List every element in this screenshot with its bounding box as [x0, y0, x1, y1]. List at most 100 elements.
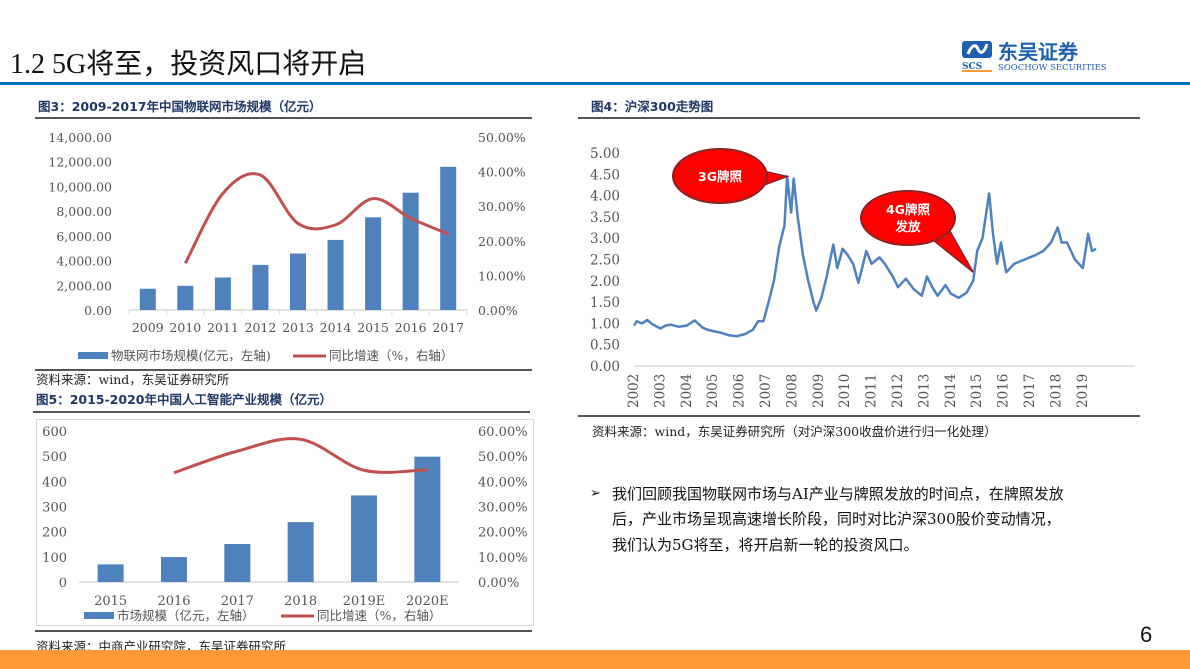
y-axis-tick-label: 600 — [42, 425, 67, 440]
chart4-title-rule — [578, 117, 1140, 119]
chart4-source: 资料来源：wind，东吴证券研究所（对沪深300收盘价进行归一化处理） — [592, 424, 997, 439]
x-axis-tick-label: 2009 — [811, 374, 827, 408]
x-axis-tick-label: 2018 — [284, 594, 317, 609]
csi300-index-line — [632, 175, 1097, 338]
legend-bar-label: 物联网市场规模(亿元，左轴) — [111, 348, 271, 363]
y-axis-tick-label: 3.00 — [590, 231, 620, 247]
y2-axis-tick-label: 50.00% — [478, 450, 528, 465]
header-rule — [0, 82, 1190, 85]
x-axis-tick-label: 2014 — [943, 374, 959, 408]
x-axis-tick-label: 2010 — [169, 320, 201, 335]
y-axis-tick-label: 0.50 — [590, 338, 620, 354]
x-axis-tick-label: 2011 — [207, 320, 239, 335]
chart3-source: 资料来源：wind，东吴证券研究所 — [36, 372, 230, 387]
chart5-title-rule — [33, 411, 530, 413]
y-axis-tick-label: 500 — [42, 450, 67, 465]
callout-joint — [738, 167, 752, 195]
x-axis-tick-label: 2007 — [758, 374, 774, 408]
y-axis-tick-label: 14,000.00 — [48, 130, 112, 145]
y-axis-tick-label: 4.00 — [590, 189, 620, 205]
y2-axis-tick-label: 0.00% — [478, 303, 518, 318]
bar — [365, 217, 382, 310]
x-axis-tick-label: 2019E — [343, 594, 386, 609]
chart5-title: 图5：2015-2020年中国人工智能产业规模（亿元） — [36, 392, 332, 407]
y2-axis-tick-label: 30.00% — [478, 199, 526, 214]
chart5-ai-industry: 0 100 200 300 400 500 600 0.00% 10.00% 20.00% 30.0… — [36, 419, 534, 626]
y-axis-tick-label: 5.00 — [590, 146, 620, 162]
legend-line-label: 同比增速（%，右轴） — [317, 608, 441, 623]
x-axis-tick-label: 2010 — [837, 374, 853, 408]
x-axis-tick-label: 2015 — [94, 594, 127, 609]
y-axis-tick-label: 2.00 — [590, 274, 620, 290]
bar — [214, 277, 231, 310]
chart4-bottom-rule — [578, 415, 1140, 417]
x-axis-tick-label: 2015 — [357, 320, 389, 335]
y-axis-tick-label: 300 — [42, 501, 67, 516]
y-axis-tick-label: 1.50 — [590, 295, 620, 311]
body-line: ➢ 我们回顾我国物联网市场与AI产业与牌照发放的时间点，在牌照发放 — [590, 482, 1150, 507]
page-number: 6 — [1140, 622, 1153, 647]
bar — [139, 288, 156, 310]
x-axis-tick-label: 2015 — [969, 374, 985, 408]
y2-axis-tick-label: 40.00% — [478, 165, 526, 180]
y2-axis-tick-label: 60.00% — [478, 425, 528, 440]
y2-axis-tick-label: 30.00% — [478, 501, 528, 516]
chart3-title-rule — [35, 117, 532, 119]
y2-axis-tick-label: 50.00% — [478, 130, 526, 145]
y2-axis-tick-label: 20.00% — [478, 234, 526, 249]
y2-axis-tick-label: 0.00% — [478, 576, 519, 591]
chart4-csi300: 0.00 0.50 1.00 1.50 2.00 2.50 3.00 3.50 4.00 4.50… — [590, 146, 1135, 408]
y-axis-tick-label: 10,000.00 — [48, 179, 112, 194]
bar — [327, 239, 344, 310]
x-axis-tick-label: 2004 — [679, 374, 695, 408]
bar — [351, 495, 377, 582]
bar — [290, 253, 306, 310]
y-axis-tick-label: 4.50 — [590, 167, 620, 183]
x-axis-tick-label: 2018 — [1048, 374, 1064, 408]
callout-3g-license-label: 3G牌照 — [698, 169, 742, 184]
y-axis-tick-label: 0.00 — [590, 359, 620, 375]
legend-bar-swatch — [78, 352, 108, 359]
callout-4g-license-label: 4G牌照发放 — [886, 202, 930, 234]
footer-bar — [0, 650, 1190, 669]
y-axis-tick-label: 3.50 — [590, 210, 620, 226]
bar — [97, 564, 124, 582]
body-line: 我们认为5G将至，将开启新一轮的投资风口。 — [590, 533, 1150, 558]
x-axis-tick-label: 2017 — [1022, 374, 1038, 408]
y2-axis-tick-label: 40.00% — [478, 475, 528, 490]
x-axis-tick-label: 2012 — [890, 374, 906, 408]
x-axis-tick-label: 2017 — [432, 320, 464, 335]
chart3-bottom-rule — [35, 369, 532, 371]
y-axis-tick-label: 0 — [59, 576, 67, 591]
x-axis-tick-label: 2009 — [132, 320, 164, 335]
body-line-text: 我们回顾我国物联网市场与AI产业与牌照发放的时间点，在牌照发放 — [612, 485, 1064, 503]
x-axis-tick-label: 2016 — [157, 594, 190, 609]
y-axis-tick-label: 2,000.00 — [56, 278, 112, 293]
y-axis-tick-label: 1.00 — [590, 316, 620, 332]
chart3-title: 图3：2009-2017年中国物联网市场规模（亿元） — [38, 99, 322, 114]
y-axis-tick-label: 12,000.00 — [48, 155, 112, 170]
y2-axis-tick-label: 10.00% — [478, 551, 528, 566]
y-axis-tick-label: 6,000.00 — [56, 229, 112, 244]
legend-bar-swatch — [84, 612, 114, 619]
growth-rate-line — [173, 437, 428, 475]
x-axis-tick-label: 2002 — [626, 374, 642, 408]
bar — [440, 166, 457, 310]
x-axis-tick-label: 2003 — [652, 374, 668, 408]
body-line-text: 后，产业市场呈现高速增长阶段，同时对比沪深300股价变动情况， — [612, 509, 1061, 528]
x-axis-tick-label: 2008 — [784, 374, 800, 408]
company-logo: SCS 东吴证券 SOOCHOW SECURITIES — [962, 40, 1107, 72]
arrow-bullet-icon: ➢ — [590, 486, 601, 501]
body-line: 后，产业市场呈现高速增长阶段，同时对比沪深300股价变动情况， — [590, 507, 1150, 532]
svg-text:SCS: SCS — [962, 62, 982, 72]
x-axis-tick-label: 2013 — [282, 320, 314, 335]
legend-bar-label: 市场规模（亿元，左轴） — [117, 608, 255, 623]
svg-text:东吴证券: 东吴证券 — [998, 40, 1079, 64]
callout-joint — [926, 209, 940, 237]
chart5-bottom-rule — [35, 630, 532, 632]
y-axis-tick-label: 100 — [42, 551, 67, 566]
bar — [161, 557, 187, 582]
body-line-text: 我们认为5G将至，将开启新一轮的投资风口。 — [612, 536, 919, 554]
body-text: ➢ 我们回顾我国物联网市场与AI产业与牌照发放的时间点，在牌照发放 后，产业市场呈… — [590, 482, 1150, 558]
x-axis-tick-label: 2016 — [996, 374, 1012, 408]
